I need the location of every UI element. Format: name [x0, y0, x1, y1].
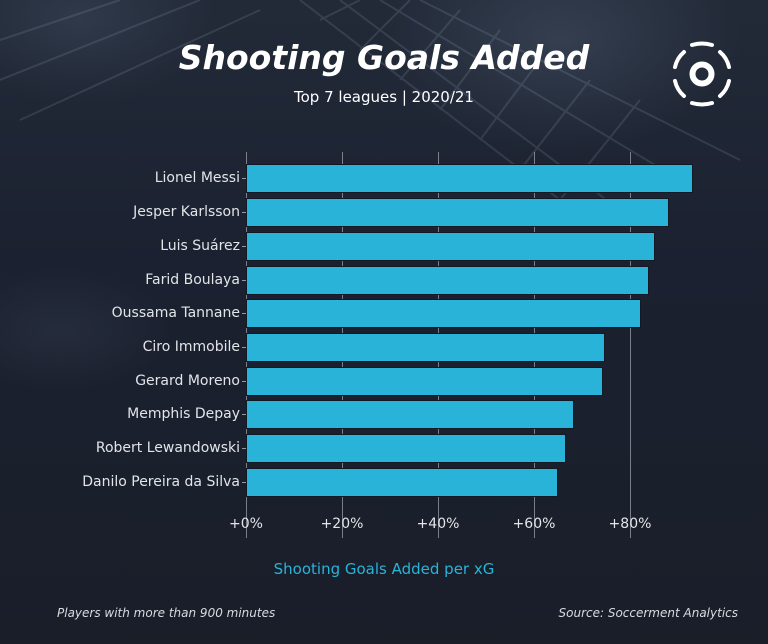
bar-label: Farid Boulaya — [145, 272, 240, 288]
bar-row: Robert Lewandowski — [0, 434, 768, 463]
bar-row: Gerard Moreno — [0, 367, 768, 396]
bar-row: Lionel Messi — [0, 164, 768, 193]
bar — [246, 232, 655, 261]
bar-label: Oussama Tannane — [111, 305, 240, 321]
bar-label: Lionel Messi — [154, 170, 240, 186]
x-tick-label: +0% — [229, 516, 263, 532]
bar — [246, 299, 641, 328]
soccer-ball-logo-icon — [673, 41, 731, 107]
bar — [246, 468, 558, 497]
bar — [246, 400, 574, 429]
y-tick — [242, 246, 246, 247]
bar-row: Oussama Tannane — [0, 299, 768, 328]
footer-source: Source: Soccerment Analytics — [558, 606, 739, 620]
gridline-80 — [630, 152, 631, 538]
y-tick — [242, 313, 246, 314]
y-tick — [242, 178, 246, 179]
bar-label: Robert Lewandowski — [95, 440, 240, 456]
bar-row: Ciro Immobile — [0, 333, 768, 362]
bar-label: Gerard Moreno — [135, 373, 240, 389]
bar — [246, 333, 605, 362]
y-tick — [242, 381, 246, 382]
bar-label: Memphis Depay — [127, 406, 240, 422]
y-tick — [242, 448, 246, 449]
bar-label: Ciro Immobile — [142, 339, 240, 355]
y-tick — [242, 414, 246, 415]
footer-note: Players with more than 900 minutes — [57, 606, 276, 620]
bar-row: Danilo Pereira da Silva — [0, 468, 768, 497]
bar — [246, 367, 603, 396]
bar-label: Jesper Karlsson — [133, 204, 240, 220]
bar-row: Jesper Karlsson — [0, 198, 768, 227]
bar — [246, 198, 669, 227]
chart-title: Shooting Goals Added — [178, 38, 590, 77]
x-axis-title: Shooting Goals Added per xG — [273, 560, 495, 578]
bar-label: Luis Suárez — [160, 238, 240, 254]
x-tick-label: +20% — [320, 516, 364, 532]
bar — [246, 266, 649, 295]
bar-row: Luis Suárez — [0, 232, 768, 261]
x-tick-label: +60% — [512, 516, 556, 532]
bar-row: Farid Boulaya — [0, 266, 768, 295]
y-tick — [242, 482, 246, 483]
y-tick — [242, 347, 246, 348]
y-tick — [242, 280, 246, 281]
chart-subtitle: Top 7 leagues | 2020/21 — [294, 88, 474, 106]
bar — [246, 164, 693, 193]
bar-row: Memphis Depay — [0, 400, 768, 429]
bar — [246, 434, 566, 463]
x-tick-label: +40% — [416, 516, 460, 532]
bar-label: Danilo Pereira da Silva — [82, 474, 240, 490]
x-tick-label: +80% — [608, 516, 652, 532]
y-tick — [242, 212, 246, 213]
